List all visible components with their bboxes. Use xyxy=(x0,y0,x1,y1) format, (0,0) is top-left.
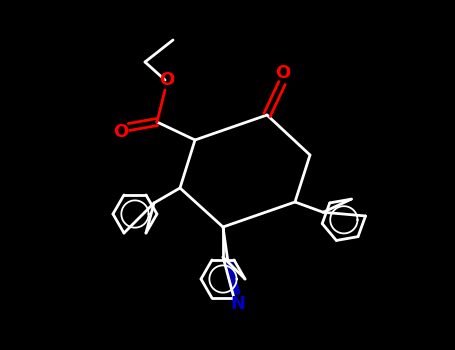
Text: O: O xyxy=(113,123,129,141)
Text: O: O xyxy=(159,71,175,89)
Text: N: N xyxy=(231,295,246,313)
Text: O: O xyxy=(275,64,291,82)
